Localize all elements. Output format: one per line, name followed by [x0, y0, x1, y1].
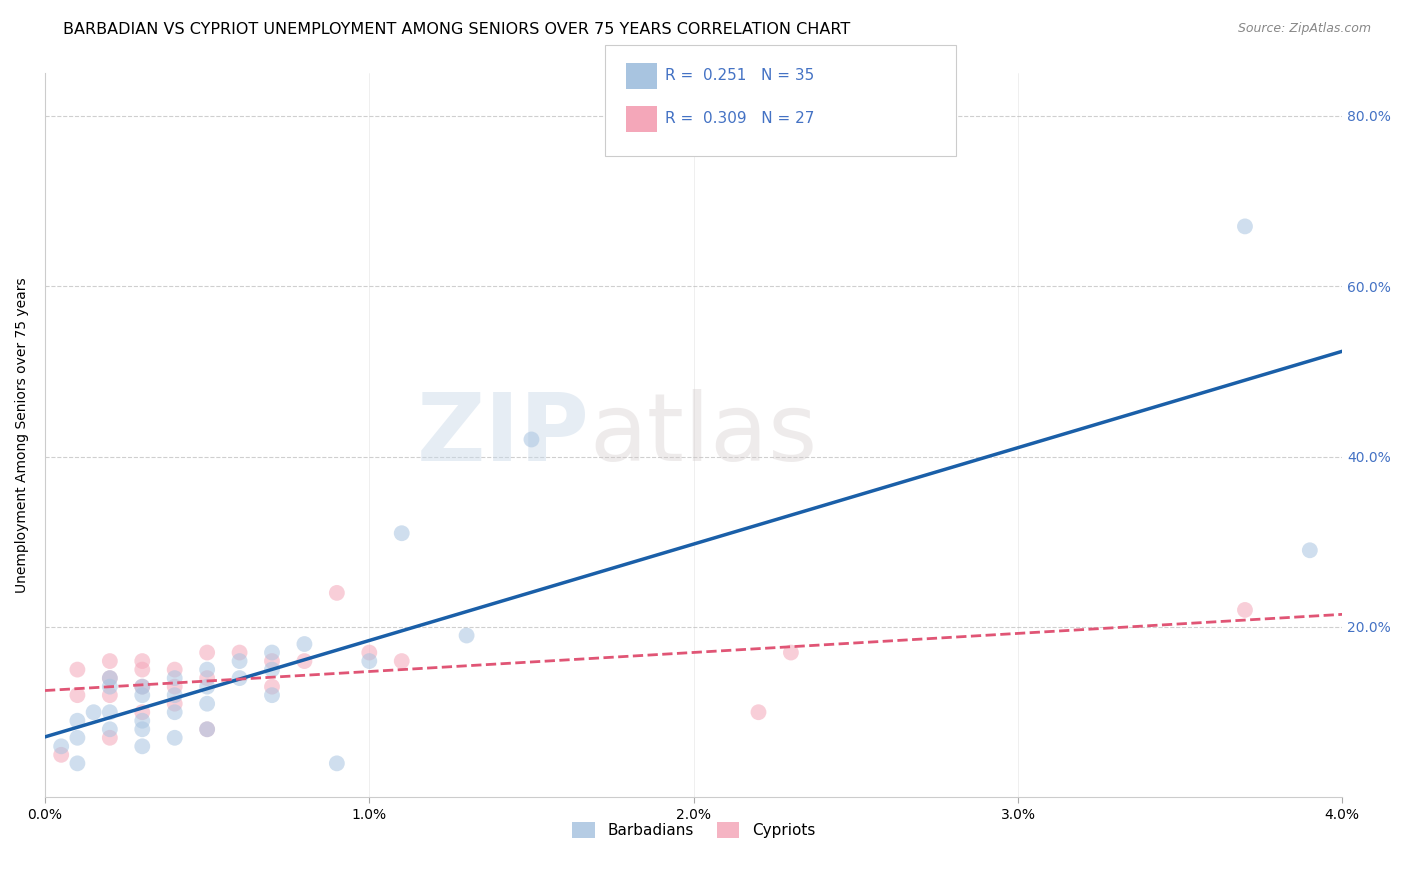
Point — [1233, 219, 1256, 234]
Point — [131, 680, 153, 694]
Point — [66, 688, 89, 702]
Point — [66, 714, 89, 728]
Point — [456, 628, 478, 642]
Text: R =  0.309   N = 27: R = 0.309 N = 27 — [665, 112, 814, 126]
Point — [131, 705, 153, 719]
Point — [1233, 603, 1256, 617]
Point — [228, 654, 250, 668]
Point — [195, 723, 218, 737]
Point — [195, 663, 218, 677]
Point — [66, 663, 89, 677]
Point — [83, 705, 105, 719]
Point — [195, 646, 218, 660]
Point — [260, 663, 283, 677]
Point — [260, 646, 283, 660]
Point — [51, 739, 73, 754]
Point — [294, 654, 316, 668]
Point — [163, 671, 186, 685]
Text: atlas: atlas — [591, 389, 818, 481]
Point — [326, 756, 349, 771]
Point — [98, 731, 121, 745]
Point — [195, 723, 218, 737]
Text: BARBADIAN VS CYPRIOT UNEMPLOYMENT AMONG SENIORS OVER 75 YEARS CORRELATION CHART: BARBADIAN VS CYPRIOT UNEMPLOYMENT AMONG … — [63, 22, 851, 37]
Point — [326, 586, 349, 600]
Text: Source: ZipAtlas.com: Source: ZipAtlas.com — [1237, 22, 1371, 36]
Point — [195, 680, 218, 694]
Point — [747, 705, 769, 719]
Point — [163, 697, 186, 711]
Point — [131, 680, 153, 694]
Point — [98, 654, 121, 668]
Point — [520, 433, 543, 447]
Point — [98, 688, 121, 702]
Text: ZIP: ZIP — [418, 389, 591, 481]
Point — [163, 663, 186, 677]
Point — [98, 671, 121, 685]
Point — [195, 697, 218, 711]
Point — [228, 671, 250, 685]
Point — [131, 663, 153, 677]
Point — [66, 731, 89, 745]
Point — [131, 723, 153, 737]
Point — [66, 756, 89, 771]
Point — [131, 688, 153, 702]
Point — [98, 671, 121, 685]
Point — [131, 714, 153, 728]
Point — [98, 705, 121, 719]
Point — [195, 671, 218, 685]
Point — [163, 688, 186, 702]
Point — [260, 654, 283, 668]
Point — [391, 526, 413, 541]
Point — [260, 680, 283, 694]
Point — [359, 646, 381, 660]
Legend: Barbadians, Cypriots: Barbadians, Cypriots — [567, 816, 821, 844]
Point — [228, 646, 250, 660]
Point — [98, 680, 121, 694]
Point — [163, 680, 186, 694]
Point — [131, 739, 153, 754]
Point — [780, 646, 803, 660]
Point — [1299, 543, 1322, 558]
Point — [163, 731, 186, 745]
Point — [359, 654, 381, 668]
Point — [391, 654, 413, 668]
Point — [98, 723, 121, 737]
Point — [260, 688, 283, 702]
Point — [51, 747, 73, 762]
Point — [131, 654, 153, 668]
Y-axis label: Unemployment Among Seniors over 75 years: Unemployment Among Seniors over 75 years — [15, 277, 30, 593]
Text: R =  0.251   N = 35: R = 0.251 N = 35 — [665, 69, 814, 83]
Point — [163, 705, 186, 719]
Point — [294, 637, 316, 651]
